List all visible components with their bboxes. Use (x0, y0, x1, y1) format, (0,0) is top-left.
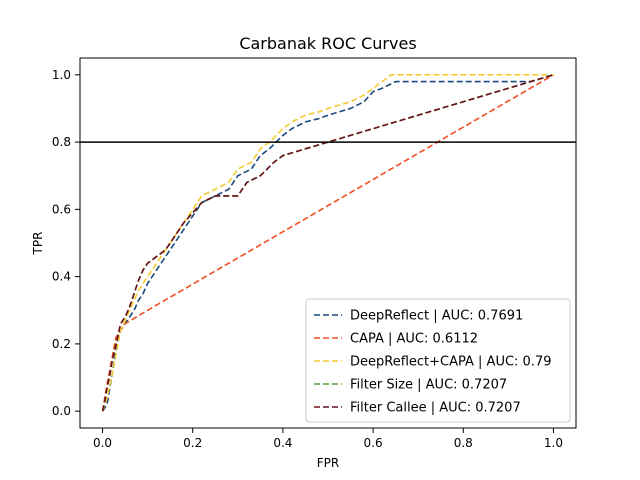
series-line-5 (101, 74, 554, 412)
x-tick-label: 0.2 (183, 436, 202, 450)
x-tick-label: 0.0 (93, 436, 112, 450)
y-axis-label: TPR (31, 232, 45, 256)
legend-entry: DeepReflect | AUC: 0.7691 (350, 309, 523, 324)
y-tick-label: 0.0 (52, 404, 71, 418)
series-lines (101, 74, 554, 412)
x-axis-label: FPR (317, 456, 339, 470)
legend: DeepReflect | AUC: 0.7691 CAPA | AUC: 0.6… (305, 298, 571, 423)
legend-entry: Filter Size | AUC: 0.7207 (350, 378, 507, 393)
y-tick-label: 0.8 (52, 135, 71, 149)
y-tick-label: 0.4 (52, 270, 71, 284)
plot-frame (79, 57, 577, 429)
axis-ticks: 0.0 0.2 0.4 0.6 0.8 1.0 0.0 0.2 0.4 0.6 0.8 1.0 (52, 68, 563, 450)
series-line-3 (101, 74, 554, 412)
x-tick-label: 0.6 (364, 436, 383, 450)
legend-box (305, 298, 571, 423)
chart-title: Carbanak ROC Curves (239, 34, 416, 53)
legend-entry: DeepReflect+CAPA | AUC: 0.79 (350, 355, 552, 370)
x-tick-label: 1.0 (544, 436, 563, 450)
x-tick-label: 0.4 (273, 436, 292, 450)
legend-entry: Filter Callee | AUC: 0.7207 (350, 401, 521, 416)
legend-entry: CAPA | AUC: 0.6112 (350, 332, 478, 347)
x-tick-label: 0.8 (454, 436, 473, 450)
y-tick-label: 0.6 (52, 202, 71, 216)
y-tick-label: 0.2 (52, 337, 71, 351)
y-tick-label: 1.0 (52, 68, 71, 82)
